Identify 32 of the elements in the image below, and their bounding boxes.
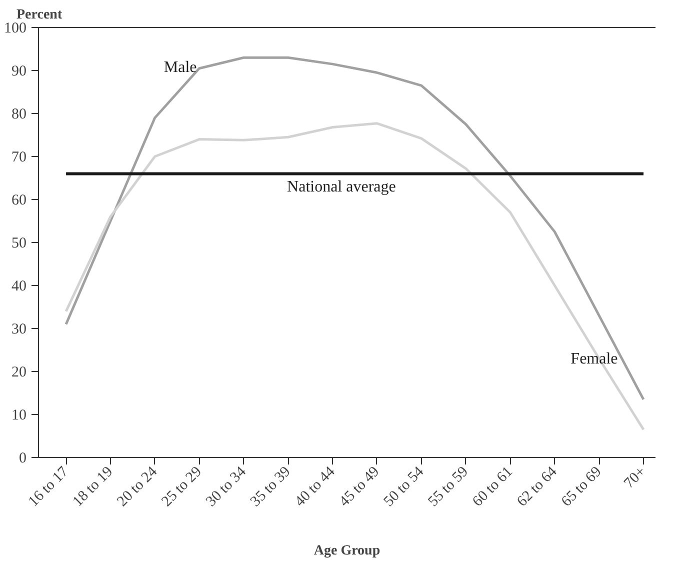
x-tick-label: 18 to 19 xyxy=(70,464,116,510)
x-tick-label: 20 to 24 xyxy=(114,463,161,510)
y-tick-label: 100 xyxy=(4,20,26,36)
y-tick-label: 90 xyxy=(12,64,26,80)
y-tick-label: 50 xyxy=(12,236,26,252)
y-tick-label: 30 xyxy=(12,322,26,338)
line-series xyxy=(64,56,645,401)
y-tick-label: 10 xyxy=(12,408,26,424)
line-series xyxy=(64,122,645,431)
y-tick-label: 60 xyxy=(12,192,26,208)
y-axis-title: Percent xyxy=(16,8,62,22)
x-tick-label: 35 to 39 xyxy=(248,464,294,510)
series-label: Male xyxy=(164,58,197,76)
y-tick-label: 0 xyxy=(19,450,26,466)
y-tick-label: 20 xyxy=(12,364,26,380)
x-tick-label: 65 to 69 xyxy=(558,464,605,510)
x-tick-label: 25 to 29 xyxy=(158,464,205,510)
x-tick-label: 16 to 17 xyxy=(26,463,72,510)
x-axis-title: Age Group xyxy=(314,544,380,559)
y-tick-label: 80 xyxy=(12,106,26,122)
ref-line-label: National average xyxy=(287,178,396,196)
x-tick-label: 70+ xyxy=(621,464,650,492)
x-tick-label: 45 to 49 xyxy=(336,464,383,510)
x-tick-label: 30 to 34 xyxy=(203,463,250,510)
x-tick-label: 60 to 61 xyxy=(470,464,516,510)
x-tick-label: 50 to 54 xyxy=(380,463,428,510)
y-tick-label: 70 xyxy=(12,150,26,166)
x-tick-label: 40 to 44 xyxy=(292,463,339,510)
series-label: Female xyxy=(570,350,618,368)
x-tick-label: 62 to 64 xyxy=(514,463,561,510)
y-tick-label: 40 xyxy=(12,278,26,294)
x-tick-label: 55 to 59 xyxy=(425,464,472,510)
